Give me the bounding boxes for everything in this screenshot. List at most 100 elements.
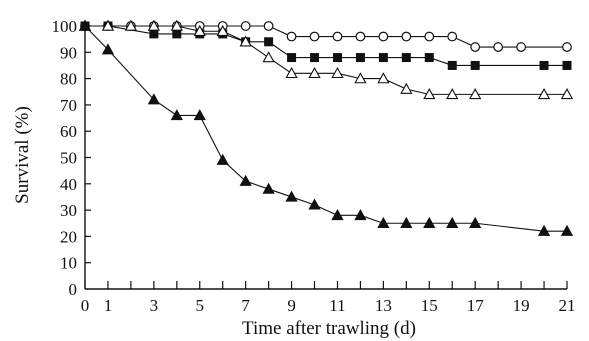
data-point-open-triangle xyxy=(170,19,183,31)
data-point-filled-square xyxy=(172,29,182,39)
data-point-filled-triangle xyxy=(469,216,482,228)
data-point-open-circle xyxy=(286,31,297,42)
data-point-filled-square xyxy=(378,53,388,63)
data-point-open-circle xyxy=(516,42,526,52)
x-tick-label: 3 xyxy=(150,296,159,315)
data-point-filled-triangle xyxy=(400,216,413,228)
data-point-open-circle xyxy=(470,42,481,52)
data-point-open-circle xyxy=(493,42,504,52)
data-point-open-circle xyxy=(562,42,572,52)
data-point-open-circle xyxy=(355,31,366,42)
data-point-open-triangle xyxy=(354,72,367,84)
data-point-filled-triangle xyxy=(262,182,275,194)
data-point-filled-triangle xyxy=(423,216,436,228)
data-point-filled-square xyxy=(310,53,320,63)
data-point-filled-square xyxy=(401,53,411,63)
data-point-open-triangle xyxy=(400,82,413,94)
data-point-filled-triangle xyxy=(193,109,206,121)
series-line xyxy=(84,25,567,232)
x-tick-label: 7 xyxy=(241,296,250,315)
y-tick-label: 50 xyxy=(60,149,77,168)
y-tick-label: 100 xyxy=(52,17,78,36)
data-point-filled-square xyxy=(470,60,480,70)
y-axis-title: Survival (%) xyxy=(12,106,33,204)
data-point-open-triangle xyxy=(216,24,229,36)
x-tick-label: 0 xyxy=(81,296,90,315)
data-point-filled-triangle xyxy=(354,209,367,221)
data-point-filled-square xyxy=(264,37,274,47)
data-point-filled-triangle xyxy=(101,43,115,55)
x-tick-label: 17 xyxy=(467,296,485,315)
data-point-filled-square xyxy=(447,60,457,70)
data-point-open-triangle xyxy=(101,19,115,31)
data-point-open-circle xyxy=(401,31,412,42)
y-tick-label: 40 xyxy=(60,175,77,194)
data-point-filled-triangle xyxy=(147,93,160,105)
data-point-filled-triangle xyxy=(170,109,183,121)
y-tick-label: 20 xyxy=(60,227,77,246)
data-point-open-triangle xyxy=(124,19,138,31)
data-point-open-triangle xyxy=(560,88,574,100)
x-ticks: 0 1 3 5 7 9 11 13 15 17 19 21 xyxy=(81,281,576,315)
data-point-filled-triangle xyxy=(560,224,574,236)
data-point-open-circle xyxy=(240,21,251,31)
data-point-filled-triangle xyxy=(537,224,551,236)
data-point-open-triangle xyxy=(331,67,344,79)
y-tick-label: 10 xyxy=(60,254,77,273)
data-point-open-triangle xyxy=(423,88,436,100)
x-tick-label: 13 xyxy=(375,296,392,315)
data-point-filled-triangle xyxy=(285,190,298,202)
data-point-open-triangle xyxy=(308,67,321,79)
series-open-triangle xyxy=(78,19,574,100)
series-line xyxy=(85,25,567,95)
data-point-open-triangle xyxy=(285,67,298,79)
data-point-open-triangle xyxy=(469,88,482,100)
x-tick-label: 15 xyxy=(421,296,438,315)
data-point-open-circle xyxy=(332,31,343,42)
data-point-open-circle xyxy=(447,31,458,42)
y-tick-label: 70 xyxy=(60,96,77,115)
data-point-open-triangle xyxy=(147,19,160,31)
data-point-filled-triangle xyxy=(331,209,344,221)
data-point-open-triangle xyxy=(446,88,459,100)
y-tick-label: 0 xyxy=(69,280,78,299)
data-point-open-triangle xyxy=(193,24,206,36)
x-axis-title: Time after trawling (d) xyxy=(242,318,416,339)
data-point-filled-triangle xyxy=(308,198,321,210)
data-point-filled-triangle xyxy=(377,216,390,228)
series-group xyxy=(78,19,574,236)
data-point-filled-square xyxy=(332,53,342,63)
data-point-open-circle xyxy=(263,21,274,31)
data-point-filled-square xyxy=(355,53,365,63)
data-point-open-triangle xyxy=(377,72,390,84)
data-point-open-circle xyxy=(309,31,320,42)
data-point-filled-square xyxy=(424,53,434,63)
data-point-filled-triangle xyxy=(239,174,252,186)
x-tick-label: 21 xyxy=(559,296,576,315)
x-tick-label: 5 xyxy=(196,296,205,315)
data-point-filled-triangle xyxy=(78,19,92,31)
data-point-open-triangle xyxy=(537,88,551,100)
data-point-open-circle xyxy=(424,31,435,42)
data-point-open-triangle xyxy=(239,35,252,47)
x-tick-label: 1 xyxy=(104,296,113,315)
data-point-filled-square xyxy=(287,53,297,63)
data-point-open-circle xyxy=(378,31,389,42)
y-tick-label: 60 xyxy=(60,122,77,141)
x-tick-label: 19 xyxy=(513,296,530,315)
y-tick-label: 30 xyxy=(60,201,77,220)
x-tick-label: 11 xyxy=(329,296,345,315)
data-point-filled-square xyxy=(562,60,572,70)
data-point-open-triangle xyxy=(262,51,275,63)
x-tick-label: 9 xyxy=(287,296,296,315)
y-tick-label: 90 xyxy=(60,43,77,62)
y-tick-label: 80 xyxy=(60,70,77,89)
data-point-filled-triangle xyxy=(216,153,229,165)
data-point-filled-triangle xyxy=(446,216,459,228)
y-ticks: 0 10 20 30 40 50 60 70 80 90 100 xyxy=(52,17,91,299)
data-point-filled-square xyxy=(149,29,159,39)
series-filled-square xyxy=(80,21,572,70)
series-filled-triangle xyxy=(78,19,574,236)
data-point-filled-square xyxy=(539,60,549,70)
